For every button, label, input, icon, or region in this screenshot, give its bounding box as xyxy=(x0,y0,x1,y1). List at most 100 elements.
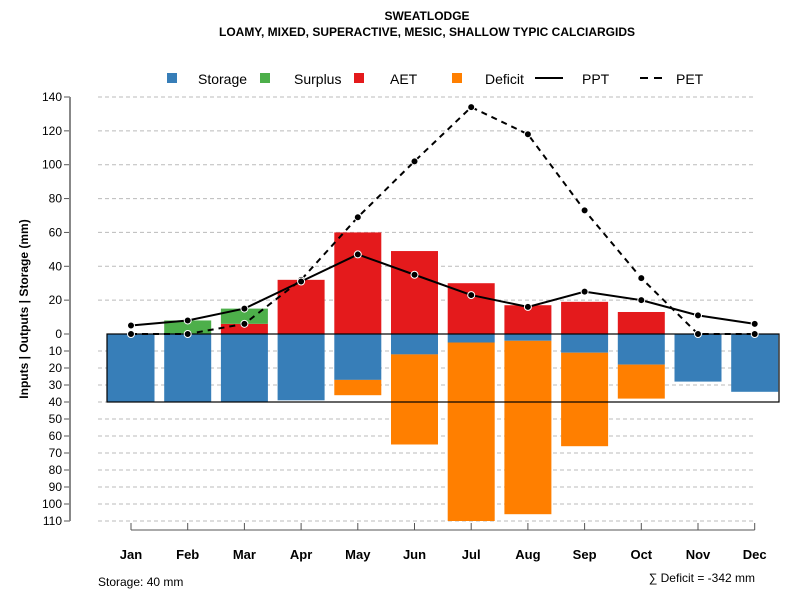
y-tick-label: 30 xyxy=(49,378,63,392)
legend-swatch-storage xyxy=(167,73,177,83)
storage-bar xyxy=(220,334,268,402)
ppt-point xyxy=(467,291,476,300)
aet-bar xyxy=(220,323,268,334)
y-tick-label: 60 xyxy=(49,225,63,239)
aet-bar xyxy=(617,311,665,334)
x-tick-label: Nov xyxy=(686,547,711,562)
x-tick-label: Oct xyxy=(630,547,652,562)
ppt-point xyxy=(410,270,419,279)
legend-label-storage: Storage xyxy=(198,71,247,87)
y-tick-label: 140 xyxy=(42,90,62,104)
pet-point xyxy=(183,330,192,338)
chart-subtitle: LOAMY, MIXED, SUPERACTIVE, MESIC, SHALLO… xyxy=(219,25,635,39)
x-tick-label: Jan xyxy=(120,547,142,562)
surplus-bar xyxy=(220,308,268,324)
x-tick-label: Jun xyxy=(403,547,426,562)
x-tick-label: Dec xyxy=(743,547,767,562)
legend-label-aet: AET xyxy=(390,71,418,87)
deficit-bar xyxy=(504,340,552,515)
y-tick-label: 40 xyxy=(49,395,63,409)
ppt-point xyxy=(127,321,135,330)
y-tick-label: 60 xyxy=(49,429,63,443)
storage-bar xyxy=(617,334,665,365)
deficit-total: ∑ Deficit = -342 mm xyxy=(649,571,755,585)
storage-bar xyxy=(674,334,722,382)
legend-label-deficit: Deficit xyxy=(485,71,524,87)
pet-point xyxy=(694,330,702,338)
pet-point xyxy=(410,157,419,166)
aet-bar xyxy=(277,279,325,334)
pet-line xyxy=(131,105,755,335)
legend-swatch-aet xyxy=(354,73,364,83)
aet-bar xyxy=(561,301,609,334)
storage-note: Storage: 40 mm xyxy=(98,575,183,589)
deficit-bar xyxy=(447,342,495,521)
storage-bar xyxy=(561,334,609,353)
x-tick-label: Feb xyxy=(176,547,199,562)
deficit-bar xyxy=(391,354,438,445)
y-tick-label: 80 xyxy=(49,192,63,206)
y-tick-label: 90 xyxy=(49,480,63,494)
ppt-point xyxy=(297,277,306,286)
x-tick-label: May xyxy=(345,547,371,562)
y-tick-label: 0 xyxy=(55,327,62,341)
y-tick-label: 100 xyxy=(42,158,62,172)
legend-swatch-deficit xyxy=(452,73,462,83)
legend-label-pet: PET xyxy=(676,71,704,87)
aet-bar xyxy=(334,232,382,334)
y-tick-label: 20 xyxy=(49,361,63,375)
pet-point xyxy=(127,330,135,338)
pet-point xyxy=(467,103,476,112)
ppt-point xyxy=(183,316,192,325)
pet-point xyxy=(637,274,646,283)
ppt-point xyxy=(353,250,362,259)
storage-bar xyxy=(447,334,495,343)
legend-label-surplus: Surplus xyxy=(294,71,341,87)
deficit-bar xyxy=(561,352,609,447)
y-tick-label: 50 xyxy=(49,412,63,426)
y-tick-label: 80 xyxy=(49,463,63,477)
pet-point xyxy=(580,206,589,215)
x-tick-label: Aug xyxy=(515,547,540,562)
ppt-point xyxy=(750,319,759,328)
y-tick-label: 20 xyxy=(49,293,63,307)
storage-bar xyxy=(391,334,438,355)
ppt-point xyxy=(637,296,646,305)
chart-title: SWEATLODGE xyxy=(384,9,469,23)
ppt-point xyxy=(580,287,589,296)
ppt-line xyxy=(130,253,755,327)
y-tick-label: 100 xyxy=(42,497,62,511)
y-tick-label: 120 xyxy=(42,124,62,138)
pet-point xyxy=(750,330,759,338)
y-tick-label: 10 xyxy=(49,344,63,358)
pet-point xyxy=(240,319,249,328)
ppt-point xyxy=(240,304,249,313)
x-tick-label: Jul xyxy=(462,547,481,562)
x-tick-label: Sep xyxy=(573,547,597,562)
pet-point xyxy=(523,130,532,139)
legend-swatch-surplus xyxy=(260,73,270,83)
storage-bar xyxy=(334,334,382,380)
y-axis-label: Inputs | Outputs | Storage (mm) xyxy=(17,219,31,398)
ppt-point xyxy=(694,311,702,320)
surplus-bar xyxy=(164,320,212,334)
legend-label-ppt: PPT xyxy=(582,71,610,87)
aet-bar xyxy=(447,283,495,334)
storage-bar xyxy=(731,334,779,392)
y-tick-label: 40 xyxy=(49,259,63,273)
x-tick-label: Apr xyxy=(290,547,312,562)
storage-bar xyxy=(164,334,212,402)
storage-capacity-box xyxy=(106,333,780,403)
storage-bar xyxy=(277,334,325,401)
storage-bar xyxy=(504,334,552,341)
pet-point xyxy=(353,213,362,222)
aet-bar xyxy=(391,251,438,334)
deficit-bar xyxy=(334,379,382,396)
deficit-bar xyxy=(617,364,665,399)
y-tick-label: 110 xyxy=(43,514,62,528)
ppt-point xyxy=(523,302,532,311)
y-tick-label: 70 xyxy=(49,446,63,460)
x-tick-label: Mar xyxy=(233,547,256,562)
